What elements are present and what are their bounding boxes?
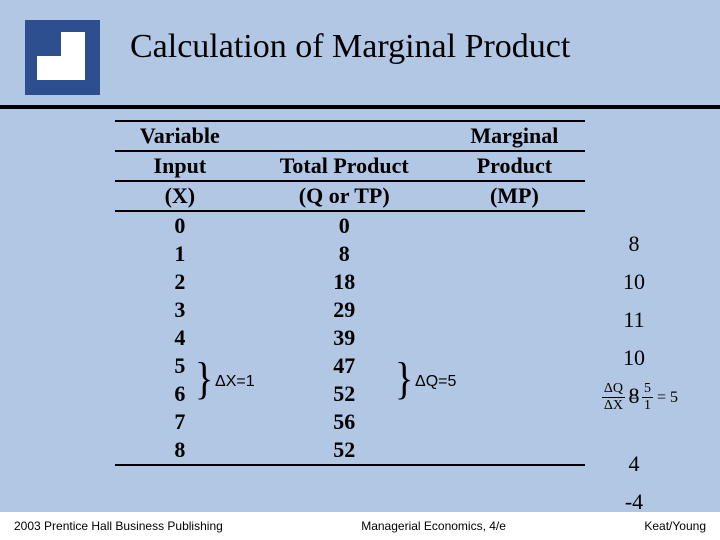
eq-result: 5: [670, 389, 678, 407]
cell-q: 8: [245, 240, 444, 268]
eq-mid-frac: 5 1: [642, 382, 653, 413]
title-rule: [0, 105, 720, 109]
mp-value: 4: [629, 445, 640, 483]
header-q-l2: Total Product: [245, 151, 444, 181]
cell-mp: [444, 240, 585, 268]
mp-value: 10: [623, 339, 645, 377]
eq-mid-num: 5: [642, 382, 653, 398]
header-mp-l2: Product: [444, 151, 585, 181]
header-x-l2: Input: [115, 151, 245, 181]
cell-x: 4: [115, 324, 245, 352]
eq-lhs-frac: ΔQ ΔX: [602, 382, 625, 413]
cell-mp: [444, 296, 585, 324]
brace-x-icon: }: [195, 356, 213, 402]
table-row: 18: [115, 240, 585, 268]
cell-mp: [444, 436, 585, 465]
eq-lhs-den: ΔX: [604, 398, 623, 413]
eq-mid-den: 1: [644, 398, 651, 413]
cell-mp: [444, 352, 585, 380]
cell-q: 0: [245, 211, 444, 240]
table-row: 00: [115, 211, 585, 240]
table-row: 652: [115, 380, 585, 408]
marginal-equation: ΔQ ΔX = 5 1 = 5: [602, 382, 678, 413]
page-title: Calculation of Marginal Product: [130, 28, 570, 66]
cell-mp: [444, 211, 585, 240]
brace-q-icon: }: [395, 356, 413, 402]
cell-q: 18: [245, 268, 444, 296]
table-row: 852: [115, 436, 585, 465]
mp-value: 11: [623, 301, 644, 339]
delta-q-label: ΔQ=5: [415, 373, 456, 391]
footer-right: Keat/Young: [644, 519, 706, 533]
table-row: 756: [115, 408, 585, 436]
table-row: 439: [115, 324, 585, 352]
product-table: Variable Marginal Input Total Product Pr…: [115, 120, 585, 466]
mp-values-column: 8 10 11 10 8 4 -4: [623, 225, 645, 521]
logo: [25, 20, 100, 95]
eq-equals2: =: [657, 389, 666, 407]
header-x-l1: Variable: [115, 121, 245, 151]
mp-value: 10: [623, 263, 645, 301]
cell-x: 8: [115, 436, 245, 465]
cell-mp: [444, 324, 585, 352]
cell-mp: [444, 268, 585, 296]
cell-q: 52: [245, 380, 444, 408]
eq-lhs-num: ΔQ: [602, 382, 625, 398]
cell-mp: [444, 408, 585, 436]
cell-x: 3: [115, 296, 245, 324]
cell-q: 29: [245, 296, 444, 324]
cell-x: 1: [115, 240, 245, 268]
footer: 2003 Prentice Hall Business Publishing M…: [0, 512, 720, 540]
eq-equals: =: [629, 389, 638, 407]
footer-left: 2003 Prentice Hall Business Publishing: [14, 519, 223, 533]
table-row: 329: [115, 296, 585, 324]
cell-q: 47: [245, 352, 444, 380]
cell-x: 2: [115, 268, 245, 296]
header-mp-l3: (MP): [444, 181, 585, 211]
header-q-l1: [245, 121, 444, 151]
mp-value: 8: [629, 225, 640, 263]
logo-notch: [37, 32, 61, 56]
footer-center: Managerial Economics, 4/e: [223, 519, 645, 533]
header-q-l3: (Q or TP): [245, 181, 444, 211]
table-row: 218: [115, 268, 585, 296]
header-mp-l1: Marginal: [444, 121, 585, 151]
delta-x-label: ΔX=1: [215, 373, 255, 391]
cell-q: 56: [245, 408, 444, 436]
header-x-l3: (X): [115, 181, 245, 211]
cell-q: 52: [245, 436, 444, 465]
cell-x: 7: [115, 408, 245, 436]
table-row: 547: [115, 352, 585, 380]
cell-mp: [444, 380, 585, 408]
cell-x: 0: [115, 211, 245, 240]
cell-q: 39: [245, 324, 444, 352]
content-area: Variable Marginal Input Total Product Pr…: [0, 110, 720, 510]
